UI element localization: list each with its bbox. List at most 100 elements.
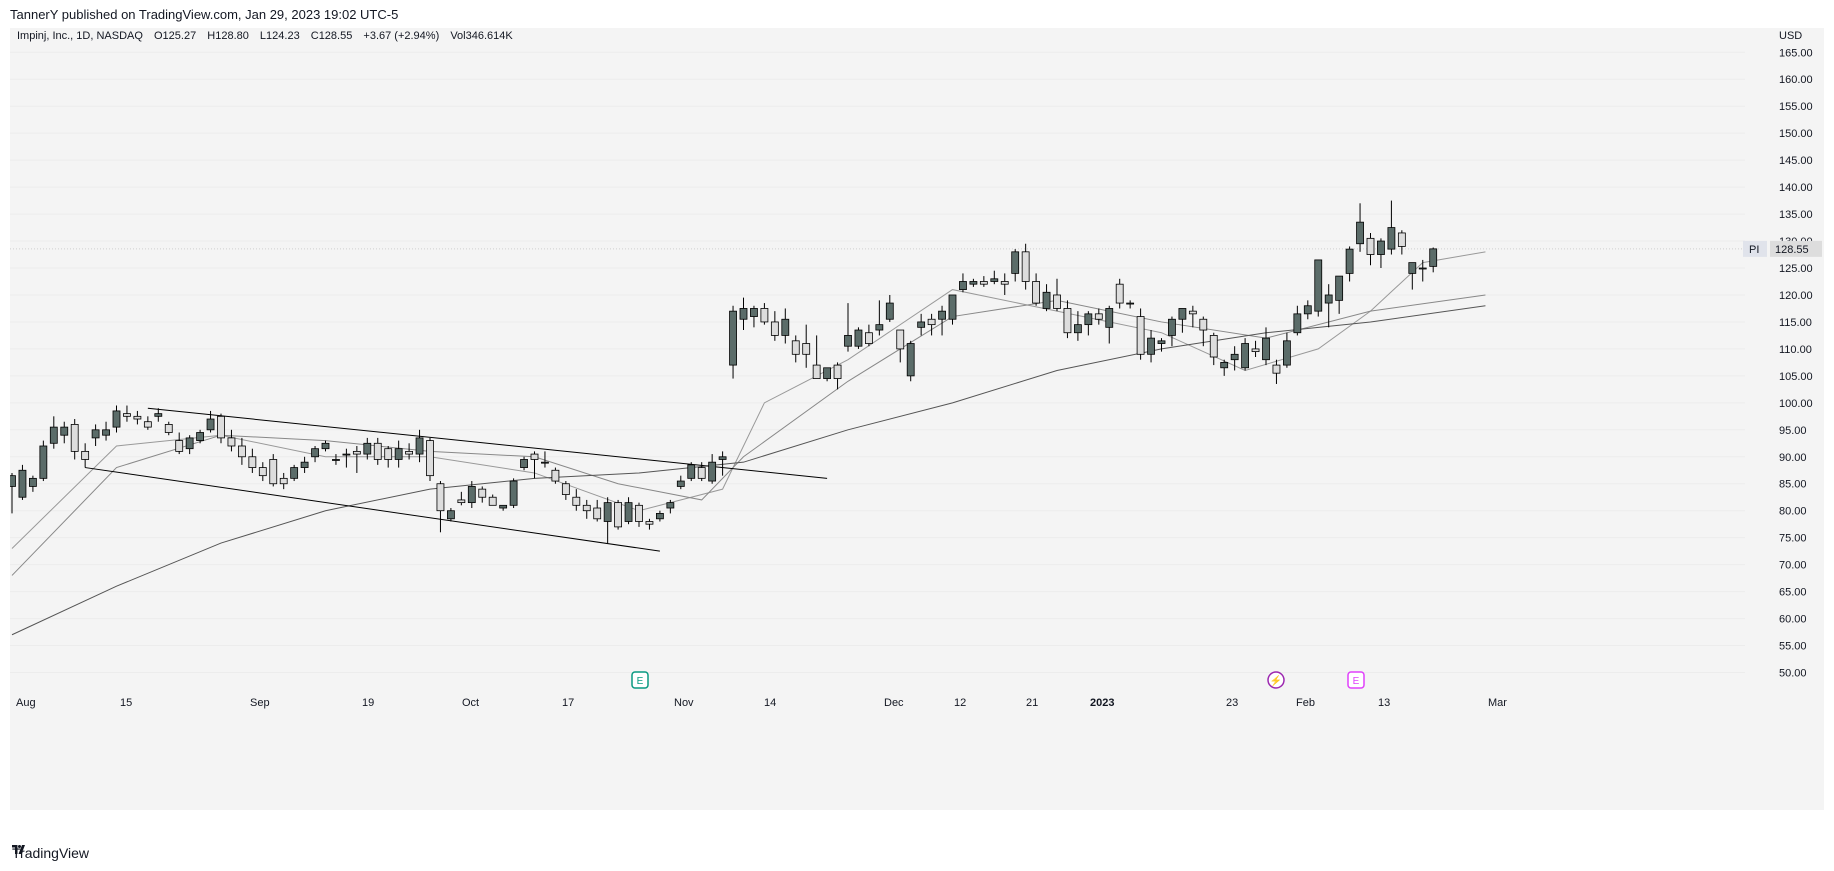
candle-up: [1084, 313, 1093, 326]
moving-average-line: [11, 251, 1486, 549]
candle-down: [1094, 313, 1103, 320]
price-tick-label: 60.00: [1779, 614, 1807, 626]
candle-up: [1283, 340, 1291, 366]
candle-up: [917, 321, 926, 328]
candle-up: [1408, 262, 1417, 274]
candle-up: [509, 480, 518, 506]
earnings-icon: E: [631, 671, 649, 689]
candle-up: [1011, 251, 1020, 274]
candle-down: [1366, 237, 1375, 255]
candle-down: [248, 456, 257, 468]
candle-up: [1105, 308, 1114, 328]
price-tick-label: 125.00: [1779, 263, 1813, 275]
candle-up: [1335, 275, 1344, 301]
candle-up: [290, 467, 299, 479]
price-tick-label: 155.00: [1779, 101, 1813, 113]
candle-down: [133, 415, 142, 420]
time-tick-label: Oct: [462, 697, 479, 709]
price-tick-label: 90.00: [1779, 452, 1807, 464]
candle-down: [373, 442, 382, 460]
candle-up: [112, 410, 121, 428]
candle-up: [1220, 361, 1229, 369]
candle-down: [1000, 281, 1009, 285]
candle-down: [1272, 364, 1281, 374]
candle-up: [394, 448, 403, 460]
candle-down: [927, 318, 936, 326]
candle-up: [49, 426, 58, 444]
time-tick-label: 17: [562, 697, 574, 709]
candle-down: [1397, 232, 1406, 247]
candle-down: [593, 507, 602, 520]
candle-up: [781, 318, 790, 336]
event-label: ⚡: [1270, 674, 1282, 687]
candle-up: [311, 448, 319, 458]
earnings-icon: E: [1347, 671, 1365, 689]
candle-up: [1418, 267, 1427, 270]
candle-down: [1188, 310, 1197, 315]
time-axis[interactable]: Aug 15 Sep 19 Oct 17 Nov 14 Dec 12 21 2023 23 Feb 13 Ma…: [16, 697, 1507, 709]
candle-up: [91, 429, 100, 439]
candle-up: [520, 459, 528, 468]
candle-down: [426, 440, 434, 477]
candle-up: [687, 464, 696, 479]
candle-up: [1293, 313, 1302, 334]
candle-down: [1251, 348, 1260, 353]
candlestick-chart[interactable]: 165.00 160.00 155.00 150.00 145.00 140.00 135.…: [10, 28, 1824, 810]
candle-down: [227, 437, 236, 447]
candle-down: [635, 504, 643, 522]
candle-up: [1303, 305, 1312, 315]
time-tick-label: 2023: [1090, 697, 1114, 709]
candle-up: [10, 475, 16, 487]
candle-down: [979, 281, 988, 285]
symbol-tag: PI: [1749, 244, 1759, 256]
candle-up: [1178, 308, 1187, 320]
price-tick-label: 115.00: [1779, 317, 1812, 329]
candle-down: [1063, 308, 1072, 334]
candle-down: [645, 521, 654, 525]
time-tick-label: Sep: [250, 697, 270, 709]
chart-area[interactable]: 165.00 160.00 155.00 150.00 145.00 140.00 135.…: [10, 28, 1824, 810]
candle-up: [28, 477, 37, 487]
candle-up: [363, 442, 372, 455]
candle-up: [1157, 340, 1166, 344]
candle-up: [1324, 294, 1333, 304]
candle-up: [906, 343, 915, 377]
candle-up: [739, 308, 748, 320]
brand-label: TradingView: [12, 845, 90, 861]
candle-up: [1262, 337, 1270, 361]
candle-up: [1356, 221, 1364, 245]
candle-up: [342, 453, 351, 456]
candle-up: [206, 418, 215, 431]
published-header: TannerY published on TradingView.com, Ja…: [10, 7, 399, 22]
candle-up: [875, 324, 884, 331]
candle-down: [896, 329, 905, 350]
candle-up: [1074, 324, 1082, 334]
footer-brand[interactable]: TradingView: [12, 845, 89, 861]
candle-down: [572, 496, 581, 506]
price-tick-label: 110.00: [1779, 344, 1812, 356]
event-markers[interactable]: E ⚡ E: [631, 671, 1365, 689]
trendline: [85, 467, 660, 552]
candle-down: [1053, 294, 1061, 309]
price-tick-label: 135.00: [1779, 209, 1813, 221]
candle-up: [332, 459, 340, 461]
price-axis[interactable]: 165.00 160.00 155.00 150.00 145.00 140.00 135.…: [1779, 47, 1813, 679]
candles: [10, 200, 1438, 544]
candle-up: [990, 278, 999, 282]
candle-down: [1209, 335, 1218, 358]
price-tick-label: 95.00: [1779, 425, 1807, 437]
candle-down: [269, 459, 278, 485]
price-grid: [10, 51, 1745, 674]
candle-up: [467, 486, 476, 504]
candle-up: [1126, 302, 1135, 305]
candle-down: [614, 502, 622, 528]
price-tick-label: 160.00: [1779, 74, 1813, 86]
candle-up: [300, 461, 309, 468]
time-tick-label: 21: [1026, 697, 1038, 709]
candle-up: [948, 294, 957, 320]
candle-up: [415, 437, 424, 455]
candle-up: [196, 432, 205, 441]
candle-down: [123, 413, 131, 417]
candle-down: [279, 477, 288, 485]
moving-averages: [11, 251, 1486, 636]
